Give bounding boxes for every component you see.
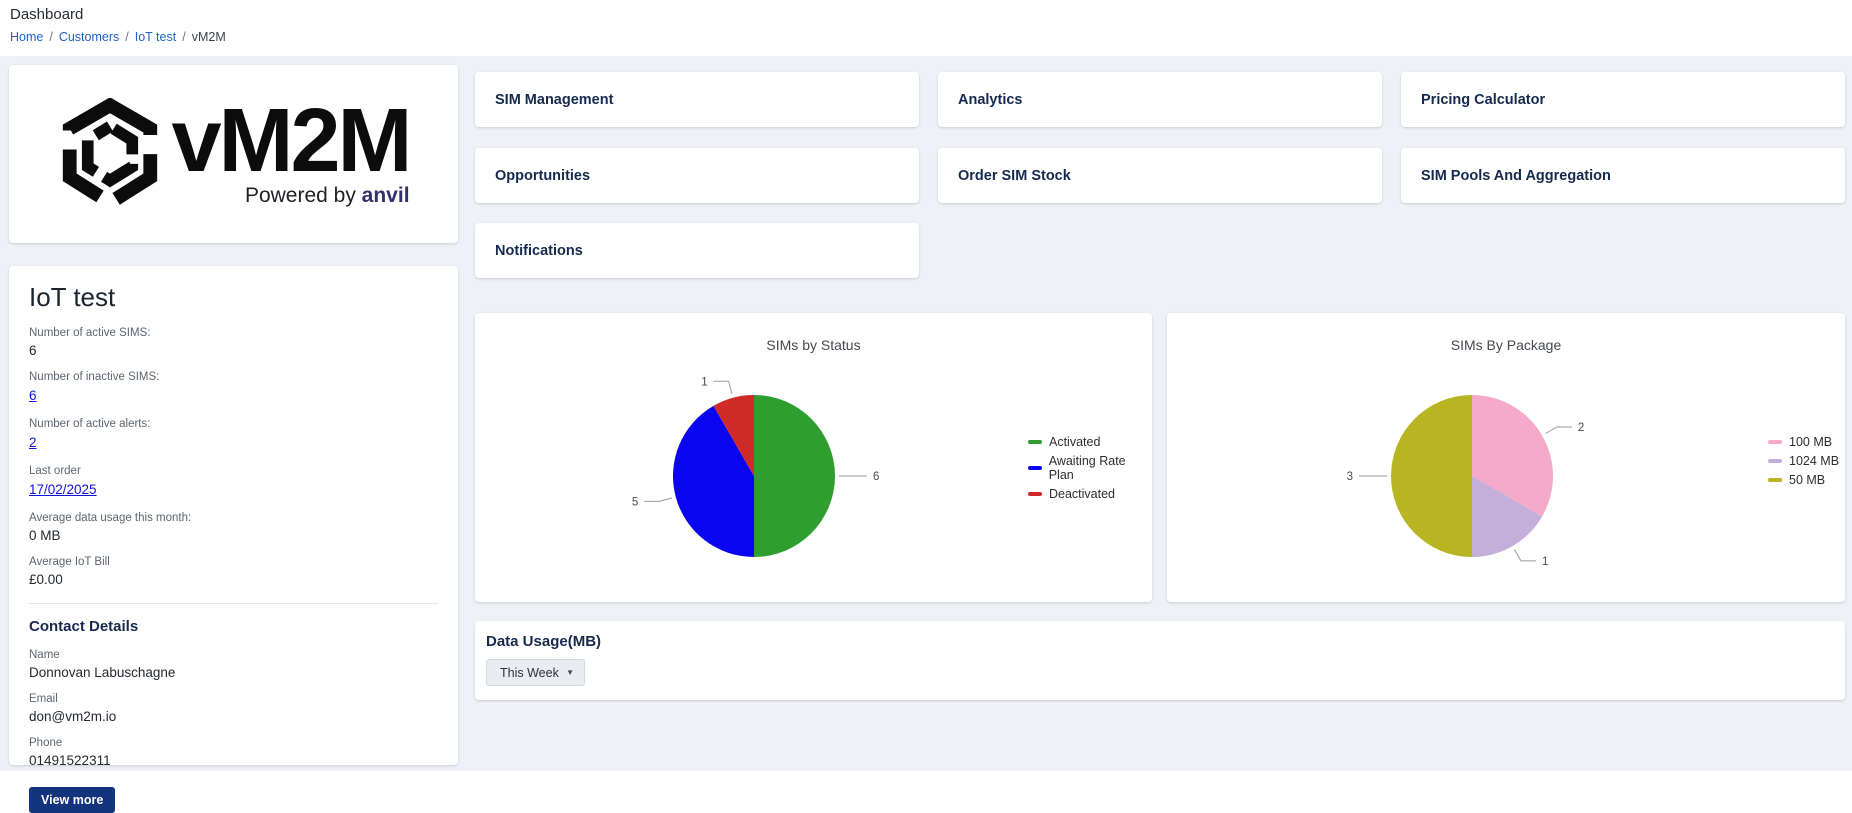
pie-data-label: 1 — [1542, 556, 1548, 568]
pie-leader-line — [644, 497, 673, 502]
pie-slice-100-mb[interactable] — [1472, 395, 1554, 517]
pie-leader-line — [713, 380, 733, 395]
contact-email: Email don@vm2m.io — [29, 693, 117, 724]
pie-slice-activated[interactable] — [754, 395, 835, 557]
breadcrumb-separator: / — [49, 30, 53, 44]
sims-by-package-pie[interactable]: 2 1 3 — [1167, 313, 1845, 602]
page-header: Dashboard Home / Customers / IoT test / vM2M — [0, 0, 1852, 56]
breadcrumb-customers[interactable]: Customers — [58, 30, 120, 44]
pie-data-label: 1 — [701, 376, 707, 388]
breadcrumb-separator: / — [182, 30, 186, 44]
breadcrumb-home[interactable]: Home — [10, 30, 44, 44]
active-alerts-link[interactable]: 2 — [29, 435, 37, 450]
pie-slice-1024-mb[interactable] — [1472, 476, 1543, 557]
sims-by-status-pie[interactable]: 6 5 1 — [475, 313, 1152, 602]
view-more-button[interactable]: View more — [29, 787, 116, 813]
sims-by-package-title: SIMs By Package — [1450, 337, 1562, 353]
stat-inactive-sims: Number of inactive SIMS: 6 — [29, 371, 160, 403]
contact-details-heading: Contact Details — [29, 618, 139, 635]
nav-card-sim-management[interactable]: SIM Management — [475, 72, 919, 127]
data-usage-period-select[interactable]: This Week ▼ — [486, 659, 585, 686]
brand-name: vM2M — [171, 90, 412, 191]
data-usage-card: Data Usage(MB) This Week ▼ — [475, 621, 1845, 700]
sims-by-status-title: SIMs by Status — [766, 337, 861, 353]
breadcrumb: Home / Customers / IoT test / vM2M — [10, 30, 226, 44]
pie-data-label: 3 — [1347, 471, 1353, 483]
pie-slice-deactivated[interactable] — [713, 395, 755, 476]
breadcrumb-current: vM2M — [191, 30, 226, 44]
sims-by-package-chart-card: SIMs By Package 2 1 3 100 MB 1024 MB 50 MB — [1167, 313, 1845, 602]
inactive-sims-link[interactable]: 6 — [29, 388, 37, 403]
sims-by-status-legend: Activated Awaiting Rate Plan Deactivated — [1028, 435, 1152, 506]
customer-name: IoT test — [29, 282, 116, 312]
legend-swatch — [1028, 466, 1042, 470]
stat-active-sims: Number of active SIMS: 6 — [29, 327, 151, 358]
legend-item-50mb: 50 MB — [1768, 473, 1839, 487]
contact-name: Name Donnovan Labuschagne — [29, 649, 176, 680]
legend-swatch — [1768, 459, 1782, 463]
nav-card-pricing-calculator[interactable]: Pricing Calculator — [1401, 72, 1845, 127]
stat-avg-iot-bill: Average IoT Bill £0.00 — [29, 556, 110, 587]
chevron-down-icon: ▼ — [566, 668, 574, 677]
legend-item-awaiting-rate-plan: Awaiting Rate Plan — [1028, 454, 1152, 482]
nav-card-sim-pools-and-aggregation[interactable]: SIM Pools And Aggregation — [1401, 148, 1845, 203]
sims-by-package-legend: 100 MB 1024 MB 50 MB — [1768, 435, 1839, 492]
divider — [29, 603, 438, 604]
nav-card-analytics[interactable]: Analytics — [938, 72, 1382, 127]
stat-avg-data-usage: Average data usage this month: 0 MB — [29, 512, 192, 543]
breadcrumb-iot-test[interactable]: IoT test — [134, 30, 177, 44]
stat-active-alerts: Number of active alerts: 2 — [29, 418, 151, 450]
pie-data-label: 5 — [632, 496, 638, 508]
brand-tagline: Powered by anvil — [244, 184, 410, 208]
legend-item-deactivated: Deactivated — [1028, 487, 1152, 501]
pie-slice-awaiting-rate-plan[interactable] — [672, 405, 754, 557]
nav-card-order-sim-stock[interactable]: Order SIM Stock — [938, 148, 1382, 203]
brand-logo: vM2M Powered by anvil — [57, 90, 413, 210]
legend-item-activated: Activated — [1028, 435, 1152, 449]
brand-logo-card: vM2M Powered by anvil — [9, 65, 458, 243]
legend-item-100mb: 100 MB — [1768, 435, 1839, 449]
pie-leader-line — [1514, 549, 1536, 562]
data-usage-title: Data Usage(MB) — [486, 633, 602, 650]
nav-card-opportunities[interactable]: Opportunities — [475, 148, 919, 203]
anvil-brand: anvil — [361, 184, 410, 208]
legend-swatch — [1028, 440, 1042, 444]
pie-data-label: 2 — [1578, 422, 1584, 434]
selected-period: This Week — [500, 665, 559, 680]
legend-item-1024mb: 1024 MB — [1768, 454, 1839, 468]
hexagon-logo-icon — [63, 98, 158, 210]
legend-swatch — [1768, 478, 1782, 482]
contact-phone: Phone 01491522311 — [29, 737, 111, 768]
customer-info-card: IoT test Number of active SIMS: 6 Number… — [9, 266, 458, 813]
page-title: Dashboard — [10, 6, 84, 23]
pie-slice-50-mb[interactable] — [1391, 395, 1472, 557]
legend-swatch — [1768, 440, 1782, 444]
pie-leader-line — [1545, 426, 1572, 434]
sims-by-status-chart-card: SIMs by Status 6 5 1 Activated Awaiting Ra… — [475, 313, 1152, 602]
legend-swatch — [1028, 492, 1042, 496]
last-order-link[interactable]: 17/02/2025 — [29, 482, 97, 497]
breadcrumb-separator: / — [125, 30, 129, 44]
pie-data-label: 6 — [873, 471, 879, 483]
stat-last-order: Last order 17/02/2025 — [29, 465, 97, 497]
nav-card-notifications[interactable]: Notifications — [475, 223, 919, 278]
